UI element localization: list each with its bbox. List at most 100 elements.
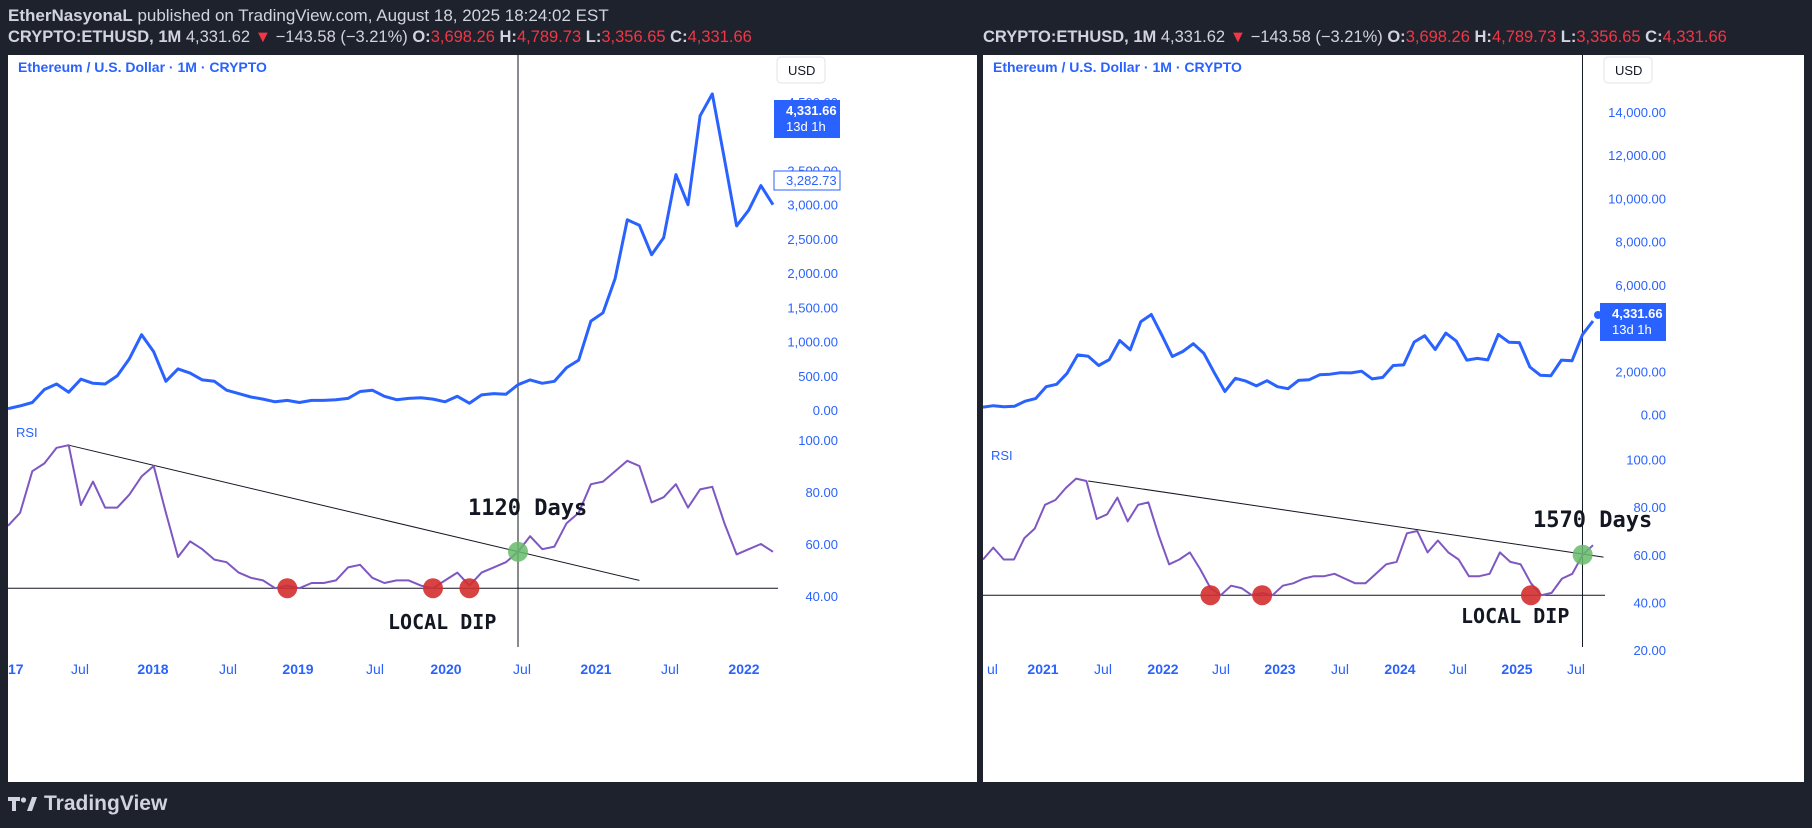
time-axis-tick: 2025 (1501, 661, 1532, 677)
price-axis-tick: 1,000.00 (787, 335, 838, 350)
currency-button[interactable] (776, 56, 826, 84)
time-axis-tick: 2024 (1384, 661, 1415, 677)
open-label: O: (412, 28, 431, 46)
price-axis-tick: 1,500.00 (787, 300, 838, 315)
ohlc-bar-left: CRYPTO:ETHUSD, 1M 4,331.62 ▼ −143.58 (−3… (8, 28, 752, 47)
time-axis-tick: 2022 (728, 661, 759, 677)
time-axis-tick: Jul (513, 661, 531, 677)
time-axis-tick: Jul (71, 661, 89, 677)
close-value: 4,331.66 (1662, 28, 1727, 46)
time-axis-tick: Jul (1331, 661, 1349, 677)
time-axis-tick: 2022 (1147, 661, 1178, 677)
price-axis-tick: 10,000.00 (1608, 191, 1666, 206)
price-axis-tick: 2,000.00 (787, 266, 838, 281)
time-axis-tick: Jul (366, 661, 384, 677)
secondary-price-label (773, 170, 841, 191)
last-price-value: 4,331.66 (786, 103, 837, 118)
price-axis-tick: 0.00 (1641, 408, 1666, 423)
chart-panel-right[interactable]: Ethereum / U.S. Dollar · 1M · CRYPTO USD 0… (983, 55, 1804, 782)
publish-header: EtherNasyonaL published on TradingView.c… (8, 6, 609, 26)
close-value: 4,331.66 (687, 28, 752, 46)
time-axis-tick: 2021 (580, 661, 611, 677)
symbol-label[interactable]: CRYPTO:ETHUSD, 1M (8, 28, 182, 46)
local-dip-marker (459, 578, 480, 599)
high-value: 4,789.73 (1491, 28, 1557, 46)
rsi-axis-tick: 20.00 (1633, 643, 1666, 658)
low-label: L: (585, 28, 602, 46)
rsi-axis-tick: 60.00 (1633, 548, 1666, 563)
bar-countdown: 13d 1h (786, 119, 826, 134)
down-arrow-icon: ▼ (254, 28, 272, 46)
tradingview-footer[interactable]: TradingView (8, 792, 167, 816)
publish-info: published on TradingView.com, August 18,… (137, 6, 609, 25)
rsi-axis-tick: 40.00 (1633, 595, 1666, 610)
chart-svg-right[interactable]: Ethereum / U.S. Dollar · 1M · CRYPTO USD 0… (983, 55, 1804, 782)
rsi-trendline[interactable] (68, 444, 640, 581)
secondary-price-value: 3,282.73 (786, 173, 837, 188)
time-axis-tick: Jul (661, 661, 679, 677)
currency-label[interactable]: USD (1615, 63, 1642, 78)
chart-title: Ethereum / U.S. Dollar · 1M · CRYPTO (993, 59, 1242, 75)
high-label: H: (1474, 28, 1492, 46)
price-series-line (8, 92, 775, 411)
chart-annotation[interactable]: LOCAL DIP (388, 610, 496, 634)
down-arrow-icon: ▼ (1229, 28, 1247, 46)
time-axis-tick: Jul (1094, 661, 1112, 677)
breakout-marker (1572, 544, 1593, 565)
price-axis-tick: 3,000.00 (787, 198, 838, 213)
chart-svg-left[interactable]: Ethereum / U.S. Dollar · 1M · CRYPTO USD 0… (8, 55, 977, 782)
price-axis-tick: 500.00 (798, 369, 838, 384)
time-axis-tick: Jul (1567, 661, 1585, 677)
ohlc-bar-right: CRYPTO:ETHUSD, 1M 4,331.62 ▼ −143.58 (−3… (983, 28, 1727, 47)
time-axis-tick: 2018 (137, 661, 168, 677)
low-value: 3,356.65 (1576, 28, 1641, 46)
rsi-label: RSI (991, 448, 1013, 463)
last-price-label (774, 100, 840, 138)
breakout-marker (508, 541, 528, 562)
currency-button[interactable] (1603, 56, 1653, 84)
local-dip-marker (1520, 585, 1541, 606)
bar-countdown: 13d 1h (1612, 322, 1652, 337)
rsi-axis-tick: 40.00 (805, 589, 838, 604)
last-price-value: 4,331.66 (1612, 306, 1663, 321)
time-axis-tick: 2023 (1264, 661, 1295, 677)
close-label: C: (1645, 28, 1663, 46)
symbol-label[interactable]: CRYPTO:ETHUSD, 1M (983, 28, 1157, 46)
time-axis-tick: 2021 (1027, 661, 1058, 677)
open-value: 3,698.26 (1405, 28, 1470, 46)
rsi-trendline[interactable] (1088, 480, 1604, 558)
last-price-label (1600, 302, 1666, 341)
rsi-axis-tick: 60.00 (805, 537, 838, 552)
last-price: 4,331.62 (185, 28, 251, 46)
local-dip-marker (423, 578, 443, 599)
currency-label[interactable]: USD (788, 63, 815, 78)
rsi-axis-tick: 100.00 (798, 433, 838, 448)
time-axis-tick: Jul (1212, 661, 1230, 677)
high-label: H: (499, 28, 517, 46)
time-axis-tick: 2020 (430, 661, 461, 677)
chart-annotation[interactable]: 1120 Days (468, 496, 587, 521)
time-axis-tick: 17 (8, 661, 24, 677)
local-dip-marker (277, 578, 298, 599)
open-value: 3,698.26 (430, 28, 495, 46)
time-axis-tick: Jul (219, 661, 237, 677)
price-change: −143.58 (−3.21%) (1250, 28, 1383, 46)
author-name[interactable]: EtherNasyonaL (8, 6, 133, 25)
price-axis-tick: 2,000.00 (1615, 364, 1666, 379)
rsi-series-line (8, 444, 774, 590)
price-axis-tick: 8,000.00 (1615, 235, 1666, 250)
price-axis-tick: 0.00 (813, 403, 838, 418)
low-value: 3,356.65 (601, 28, 666, 46)
local-dip-marker (1252, 585, 1273, 606)
tradingview-logo-icon (8, 797, 37, 811)
chart-annotation[interactable]: 1570 Days (1533, 508, 1652, 533)
rsi-axis-tick: 80.00 (1633, 500, 1666, 515)
close-label: C: (670, 28, 688, 46)
rsi-series-line (983, 477, 1594, 597)
chart-annotation[interactable]: LOCAL DIP (1461, 604, 1569, 628)
price-change: −143.58 (−3.21%) (275, 28, 408, 46)
brand-name: TradingView (44, 792, 168, 815)
price-axis-tick: 6,000.00 (1615, 278, 1666, 293)
time-axis-tick: Jul (1449, 661, 1467, 677)
chart-panel-left[interactable]: Ethereum / U.S. Dollar · 1M · CRYPTO USD 0… (8, 55, 977, 782)
